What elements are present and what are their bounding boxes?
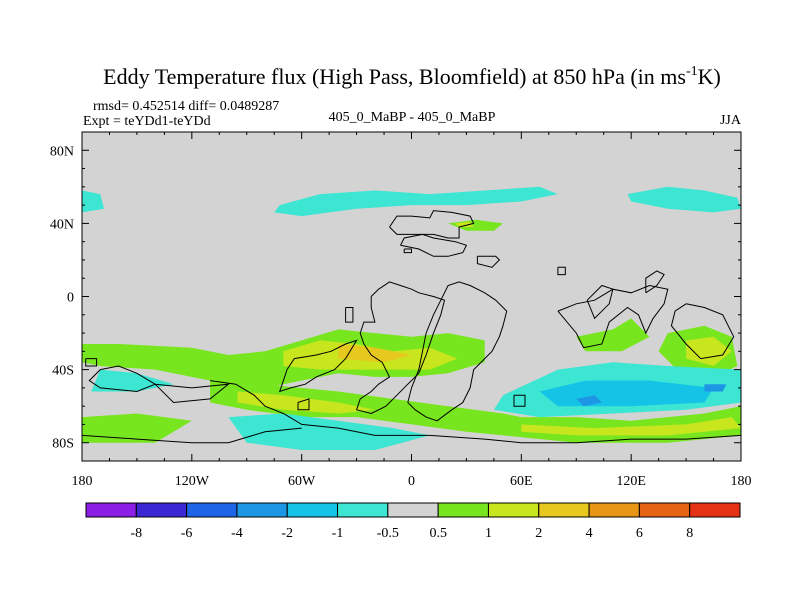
title-suffix: K): [698, 64, 721, 89]
coastline-15: [345, 307, 354, 323]
y-tick-label: 40S: [52, 364, 74, 379]
negative-anomaly-region-0: [82, 190, 104, 213]
x-tick-label: 120E: [616, 474, 646, 489]
case-label: 405_0_MaBP - 405_0_MaBP: [329, 110, 496, 125]
coastline-10: [645, 270, 665, 294]
negative-anomaly-region-1: [274, 186, 558, 217]
negative-anomaly-region-8: [704, 384, 727, 392]
negative-anomaly-region-7: [576, 395, 602, 407]
coastline-12: [88, 365, 157, 393]
colorbar-label: 2: [535, 526, 542, 541]
x-tick-label: 0: [408, 474, 415, 489]
colorbar-swatch: [186, 502, 238, 518]
positive-anomaly-region-4: [237, 391, 375, 414]
colorbar-label: -6: [181, 526, 193, 541]
coastline-19: [403, 248, 412, 254]
colorbar-swatch: [437, 502, 489, 518]
coastline-17: [513, 394, 526, 407]
positive-anomaly-region-5: [521, 417, 741, 436]
colorbar-label: 6: [636, 526, 643, 541]
positive-anomaly-region-10: [686, 336, 732, 366]
coastline-18: [557, 266, 566, 276]
negative-anomaly-region-4: [228, 413, 430, 450]
experiment-label: Expt = teYDd1-teYDd: [83, 114, 211, 129]
positive-anomaly-region-3: [210, 380, 741, 443]
y-tick-label: 0: [67, 291, 74, 306]
colorbar-label: 0.5: [429, 526, 447, 541]
colorbar-label: -2: [281, 526, 293, 541]
colorbar-label: -1: [332, 526, 344, 541]
colorbar-swatch: [387, 502, 439, 518]
coastline-0: [389, 210, 475, 239]
coastline-13: [154, 383, 231, 404]
colorbar-label: -8: [130, 526, 142, 541]
colorbar-swatch: [487, 502, 540, 518]
colorbar-swatch: [638, 502, 691, 518]
coastline-6: [210, 380, 741, 444]
season-label: JJA: [720, 113, 742, 128]
coastline-5: [278, 339, 358, 393]
coastline-8: [557, 284, 669, 349]
negative-anomaly-region-2: [627, 186, 741, 213]
positive-anomaly-region-0: [82, 329, 485, 388]
x-tick-label: 60E: [510, 474, 533, 489]
colorbar-label: 4: [586, 526, 593, 541]
positive-anomaly-region-8: [576, 318, 650, 352]
coastline-7: [82, 427, 302, 444]
positive-anomaly-region-11: [448, 219, 503, 231]
colorbar-swatch: [135, 502, 188, 518]
colorbar-swatch: [588, 502, 640, 518]
x-tick-label: 120W: [175, 474, 210, 489]
chart-title: Eddy Temperature flux (High Pass, Bloomf…: [103, 64, 721, 89]
y-tick-label: 80S: [52, 437, 74, 452]
y-tick-label: 80N: [50, 144, 74, 159]
colorbar-swatch: [286, 502, 339, 518]
coastline-3: [355, 281, 446, 415]
coastline-2: [476, 255, 501, 268]
title-superscript: -1: [686, 64, 698, 79]
colorbar-swatch: [85, 502, 137, 518]
stats-label: rmsd= 0.452514 diff= 0.0489287: [93, 99, 279, 114]
positive-anomaly-region-12: [455, 221, 474, 227]
colorbar-label: -4: [231, 526, 243, 541]
positive-anomaly-region-2: [338, 344, 412, 363]
colorbar-swatch: [236, 502, 288, 518]
colorbar-swatch: [689, 502, 741, 518]
coastline-9: [586, 284, 614, 320]
x-tick-label: 180: [731, 474, 752, 489]
negative-anomaly-region-3: [91, 369, 174, 392]
coastline-4: [407, 281, 508, 422]
coastline-1: [400, 233, 468, 257]
colorbar-label: 1: [485, 526, 492, 541]
positive-anomaly-region-7: [82, 413, 192, 443]
colorbar-swatch: [337, 502, 389, 518]
colorbar-label: -0.5: [377, 526, 399, 541]
colorbar: -8 -6 -4 -2 -1 -0.5 0.5 1 2 4 6 8: [85, 502, 741, 541]
coastline-14: [85, 358, 98, 367]
coastline-16: [297, 398, 310, 411]
coastline-11: [670, 303, 735, 360]
colorbar-label: 8: [686, 526, 693, 541]
x-tick-label: 180: [72, 474, 93, 489]
colorbar-swatch: [538, 502, 590, 518]
y-tick-label: 40N: [50, 217, 74, 232]
x-tick-label: 60W: [288, 474, 316, 489]
map-plot-area: [81, 131, 742, 462]
